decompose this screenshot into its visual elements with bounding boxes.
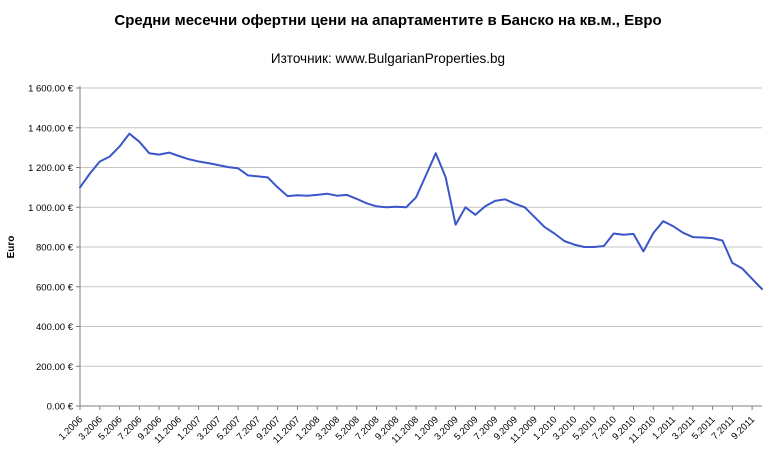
y-tick-label: 1 400.00 € <box>28 123 74 134</box>
chart-title: Средни месечни офертни цени на апартамен… <box>114 12 662 29</box>
price-line-chart: 0.00 € 200.00 € 400.00 € 600.00 € 800.00 € 1 … <box>6 84 763 446</box>
y-tick-label: 600.00 € <box>36 282 74 293</box>
y-axis-title: Euro <box>6 236 17 259</box>
y-tick-label: 1 600.00 € <box>28 84 74 95</box>
y-tick-label: 1 200.00 € <box>28 163 74 174</box>
chart-subtitle: Източник: www.BulgarianProperties.bg <box>270 51 506 66</box>
price-series-line <box>79 132 763 291</box>
y-tick-label: 400.00 € <box>36 322 74 333</box>
y-tick-label: 800.00 € <box>36 243 74 254</box>
y-tick-label: 200.00 € <box>36 362 74 373</box>
y-tick-label: 0.00 € <box>47 402 74 413</box>
y-tick-label: 1 000.00 € <box>28 203 74 214</box>
